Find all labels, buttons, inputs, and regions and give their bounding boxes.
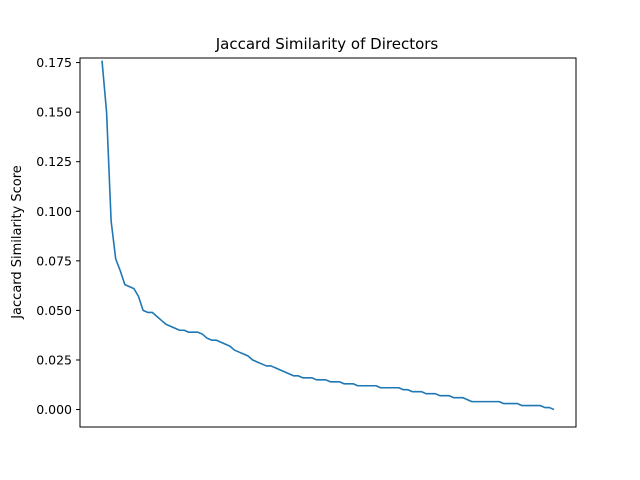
y-axis-ticks: 0.000 0.025 0.050 0.075 0.100 0.125 0.150 0.175	[36, 55, 80, 417]
y-tick-label: 0.050	[36, 303, 72, 318]
y-tick-label: 0.150	[36, 105, 72, 120]
y-axis-label: Jaccard Similarity Score	[10, 165, 25, 320]
y-tick-label: 0.175	[36, 55, 72, 70]
y-tick-label: 0.000	[36, 402, 72, 417]
similarity-series-line	[101, 60, 555, 411]
y-tick-label: 0.075	[36, 253, 72, 268]
y-tick-label: 0.125	[36, 154, 72, 169]
chart-title: Jaccard Similarity of Directors	[215, 35, 439, 53]
plot-lines	[101, 60, 555, 411]
y-tick-label: 0.100	[36, 204, 72, 219]
plot-area-frame	[79, 57, 577, 428]
y-tick-label: 0.025	[36, 352, 72, 367]
